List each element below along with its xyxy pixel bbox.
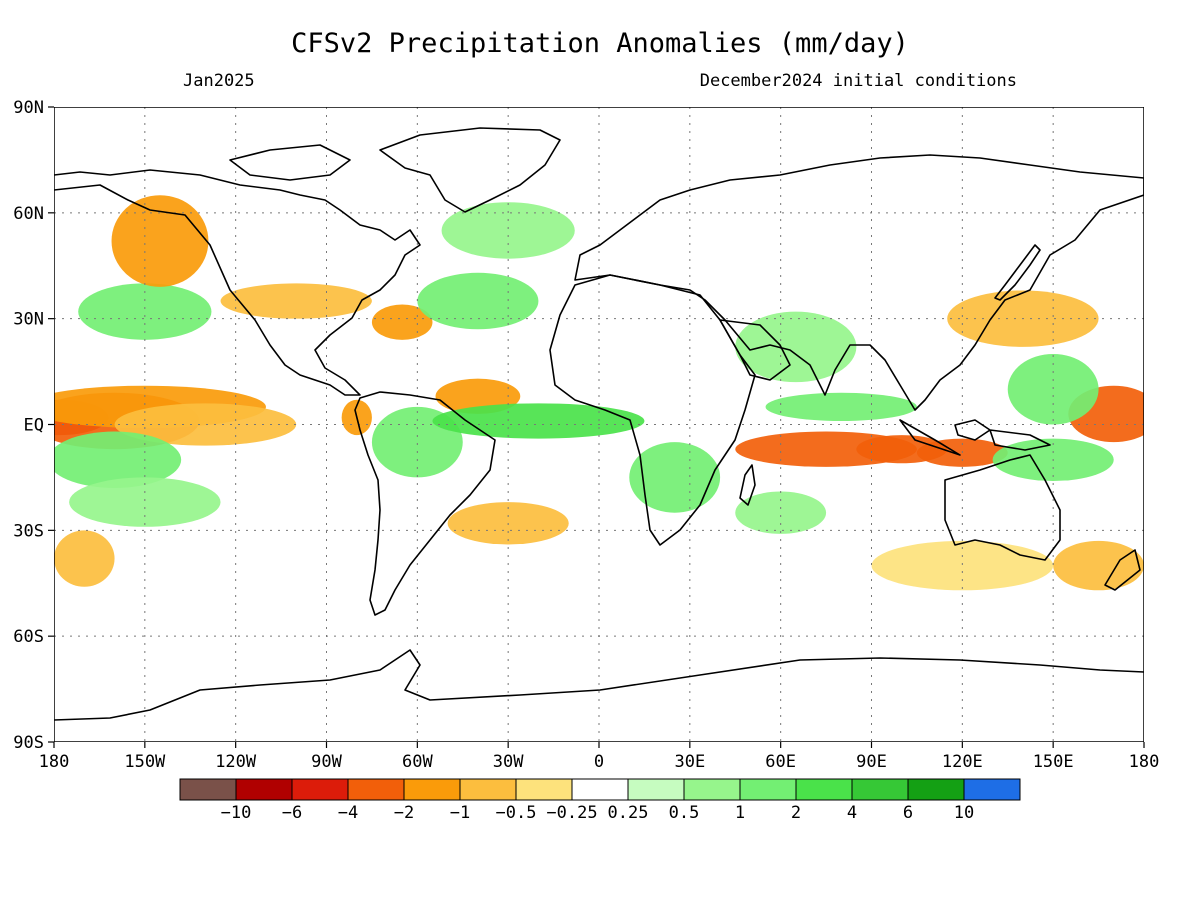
colorbar-tick-label: −4 <box>338 803 358 823</box>
colorbar-swatch <box>291 778 349 801</box>
x-tick-label: 180 <box>1129 752 1160 772</box>
x-tick-label: 90W <box>311 752 342 772</box>
chart-title: CFSv2 Precipitation Anomalies (mm/day) <box>291 28 909 59</box>
colorbar-swatch <box>683 778 741 801</box>
coastline-antarctica <box>54 649 1144 721</box>
coastline-australia <box>944 454 1061 561</box>
y-tick-label: 60N <box>13 204 44 224</box>
x-tick-label: 120W <box>215 752 257 772</box>
colorbar-swatch <box>403 778 461 801</box>
anomaly-region-18 <box>629 442 721 513</box>
colorbar-tick-label: −0.25 <box>546 803 597 823</box>
coastline-new-zealand <box>1104 549 1141 591</box>
colorbar-tick-label: 6 <box>903 803 913 823</box>
y-tick-label: 30N <box>13 310 44 330</box>
coastline-north-america <box>54 169 421 396</box>
colorbar-tick-label: −6 <box>282 803 302 823</box>
colorbar-swatch <box>963 778 1021 801</box>
x-tick-label: 180 <box>39 752 70 772</box>
coastline-africa <box>549 274 756 546</box>
anomaly-region-14 <box>432 403 645 439</box>
colorbar-swatch <box>795 778 853 801</box>
anomaly-region-27 <box>871 540 1054 591</box>
colorbar-swatch <box>235 778 293 801</box>
colorbar-tick-label: −0.5 <box>496 803 537 823</box>
coastline-arabia <box>719 319 791 381</box>
x-tick-label: 150W <box>124 752 166 772</box>
colorbar-swatch <box>515 778 573 801</box>
colorbar-tick-label: −1 <box>450 803 470 823</box>
coastline-madagascar <box>739 464 756 506</box>
anomaly-region-9 <box>220 283 372 319</box>
y-tick-label: EQ <box>24 416 44 436</box>
anomaly-region-16 <box>417 272 539 330</box>
colorbar-swatch <box>739 778 797 801</box>
coastline-maritime-continent <box>899 419 1051 456</box>
anomaly-region-3 <box>114 403 297 446</box>
x-tick-label: 60W <box>402 752 433 772</box>
anomaly-region-25 <box>1007 353 1099 425</box>
colorbar-tick-label: 0.5 <box>669 803 700 823</box>
x-tick-label: 30W <box>493 752 524 772</box>
forecast-month-label: Jan2025 <box>183 71 255 91</box>
colorbar-tick-label: 2 <box>791 803 801 823</box>
colorbar-tick-label: 4 <box>847 803 857 823</box>
coastline-greenland <box>379 127 561 213</box>
coastline-japan <box>994 244 1041 301</box>
coastline-eurasia <box>574 154 1144 411</box>
coastline-arctic-islands <box>229 144 351 181</box>
colorbar-swatch <box>851 778 909 801</box>
anomaly-region-7 <box>69 477 221 527</box>
map-plot-area <box>54 107 1144 742</box>
colorbar-swatch <box>571 778 629 801</box>
x-tick-label: 90E <box>856 752 887 772</box>
colorbar-swatch <box>179 778 237 801</box>
x-tick-label: 150E <box>1033 752 1074 772</box>
coastlines <box>54 127 1144 721</box>
x-tick-label: 30E <box>674 752 705 772</box>
y-tick-label: 30S <box>13 521 44 541</box>
y-tick-label: 60S <box>13 627 44 647</box>
colorbar: −10 −6 −4 −2 −1 −0.5 −0.25 0.25 0.5 1 2 4 6 10 <box>179 778 1021 823</box>
y-tick-label: 90N <box>13 98 44 118</box>
colorbar-tick-label: 1 <box>735 803 745 823</box>
colorbar-swatch <box>347 778 405 801</box>
anomaly-region-30 <box>735 491 827 534</box>
anomaly-region-17 <box>441 202 575 259</box>
anomaly-region-29 <box>735 311 857 383</box>
anomaly-region-22 <box>765 392 917 421</box>
colorbar-tick-label: −2 <box>394 803 414 823</box>
colorbar-swatch <box>907 778 965 801</box>
colorbar-tick-label: −10 <box>221 803 252 823</box>
anomaly-region-28 <box>1053 540 1144 591</box>
x-tick-label: 120E <box>942 752 983 772</box>
anomaly-region-5 <box>111 195 209 287</box>
anomaly-region-6 <box>54 431 182 488</box>
x-tick-label: 60E <box>765 752 796 772</box>
anomaly-region-4 <box>78 283 212 340</box>
initial-conditions-label: December2024 initial conditions <box>700 71 1017 91</box>
longitude-axis: 180 150W 120W 90W 60W 30W 0 30E 60E 90E 120E 150E 18… <box>39 742 1160 772</box>
x-tick-label: 0 <box>594 752 604 772</box>
map-gridlines <box>54 107 1144 742</box>
coastline-south-america <box>354 391 496 616</box>
colorbar-swatch <box>459 778 517 801</box>
colorbar-tick-label: 0.25 <box>608 803 649 823</box>
y-tick-label: 90S <box>13 733 44 753</box>
colorbar-tick-label: 10 <box>954 803 974 823</box>
colorbar-swatch <box>627 778 685 801</box>
latitude-axis: 90N 60N 30N EQ 30S 60S 90S <box>13 98 54 753</box>
anomaly-region-8 <box>54 530 115 587</box>
